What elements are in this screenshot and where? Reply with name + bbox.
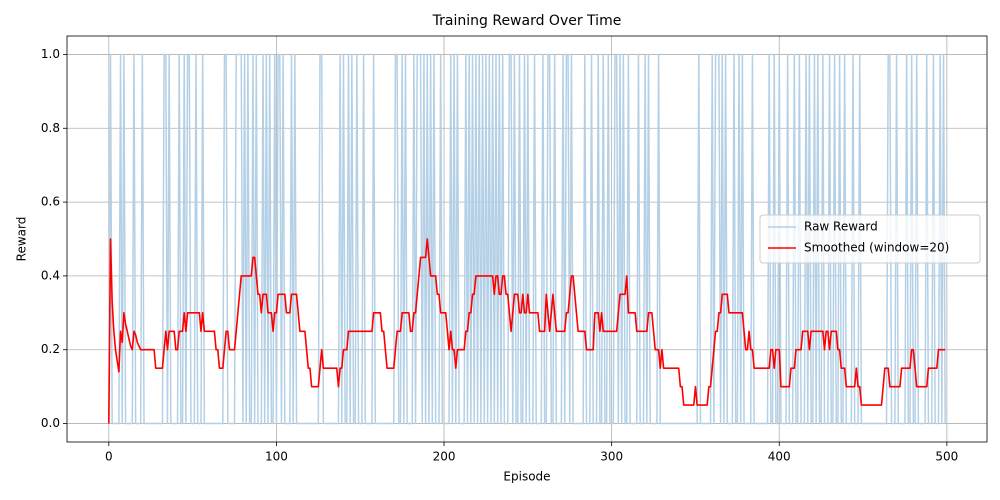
y-tick-label: 0.4 (41, 268, 60, 282)
x-axis-label: Episode (503, 470, 550, 484)
x-tick-label: 0 (105, 450, 113, 464)
series-line (108, 53, 946, 425)
x-tick-label: 500 (935, 450, 958, 464)
legend-box (759, 214, 981, 264)
series-line (108, 238, 946, 424)
y-tick-label: 0.2 (41, 342, 60, 356)
plot-frame (66, 35, 988, 443)
y-tick-label: 0.0 (41, 416, 60, 430)
x-tick-label: 400 (768, 450, 791, 464)
legend-label: Raw Reward (804, 220, 878, 234)
y-tick-label: 0.8 (41, 121, 60, 135)
x-tick-label: 300 (600, 450, 623, 464)
legend: Raw Reward Smoothed (window=20) (759, 214, 981, 264)
x-tick-label: 200 (433, 450, 456, 464)
y-axis-label: Reward (15, 217, 29, 262)
chart-title: Training Reward Over Time (432, 13, 622, 29)
x-tick-label: 100 (265, 450, 288, 464)
y-tick-label: 0.6 (41, 195, 60, 209)
y-tick-label: 1.0 (41, 47, 60, 61)
legend-label: Smoothed (window=20) (804, 241, 949, 255)
